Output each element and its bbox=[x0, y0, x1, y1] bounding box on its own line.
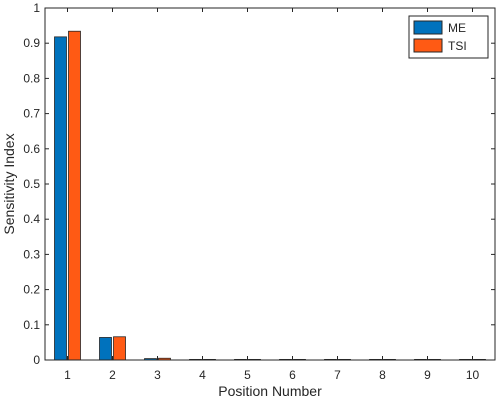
y-tick-label-2: 0.2 bbox=[23, 283, 40, 297]
legend: ME TSI bbox=[408, 15, 489, 59]
y-tick-label-6: 0.6 bbox=[23, 142, 40, 156]
x-tick-label-5: 5 bbox=[244, 368, 251, 382]
x-tick-label-9: 9 bbox=[424, 368, 431, 382]
bar-me-1 bbox=[54, 36, 67, 361]
x-tick-label-10: 10 bbox=[466, 368, 480, 382]
y-tick-label-0: 0 bbox=[33, 353, 40, 367]
bar-me-2 bbox=[99, 337, 112, 361]
y-tick-label-3: 0.3 bbox=[23, 247, 40, 261]
y-tick-label-8: 0.8 bbox=[23, 71, 40, 85]
y-axis-label: Sensitivity Index bbox=[1, 133, 17, 234]
y-tick-label-7: 0.7 bbox=[23, 107, 40, 121]
legend-swatch-tsi bbox=[413, 38, 443, 53]
bar-tsi-2 bbox=[113, 336, 126, 361]
plot-area bbox=[45, 8, 495, 360]
x-tick-label-4: 4 bbox=[199, 368, 206, 382]
y-axis-ticks: 0 0.1 0.2 0.3 0.4 0.5 0.6 0.7 0.8 0.9 1 bbox=[23, 1, 495, 367]
x-tick-label-6: 6 bbox=[289, 368, 296, 382]
y-tick-label-1: 0.1 bbox=[23, 318, 40, 332]
legend-label-tsi: TSI bbox=[448, 39, 467, 53]
y-tick-label-9: 0.9 bbox=[23, 36, 40, 50]
x-tick-label-2: 2 bbox=[109, 368, 116, 382]
bar-tsi-1 bbox=[68, 30, 81, 361]
legend-swatch-me bbox=[413, 20, 443, 35]
y-tick-label-5: 0.5 bbox=[23, 177, 40, 191]
plot-background bbox=[45, 8, 495, 360]
y-tick-label-10: 1 bbox=[33, 1, 40, 15]
y-tick-label-4: 0.4 bbox=[23, 212, 40, 226]
x-tick-label-1: 1 bbox=[64, 368, 71, 382]
legend-label-me: ME bbox=[448, 21, 466, 35]
x-tick-label-8: 8 bbox=[379, 368, 386, 382]
x-tick-label-3: 3 bbox=[154, 368, 161, 382]
x-axis-label: Position Number bbox=[218, 383, 322, 399]
x-axis-ticks: 1 2 3 4 5 6 7 8 9 10 bbox=[64, 8, 479, 382]
x-tick-label-7: 7 bbox=[334, 368, 341, 382]
axes-frame bbox=[44, 7, 496, 361]
